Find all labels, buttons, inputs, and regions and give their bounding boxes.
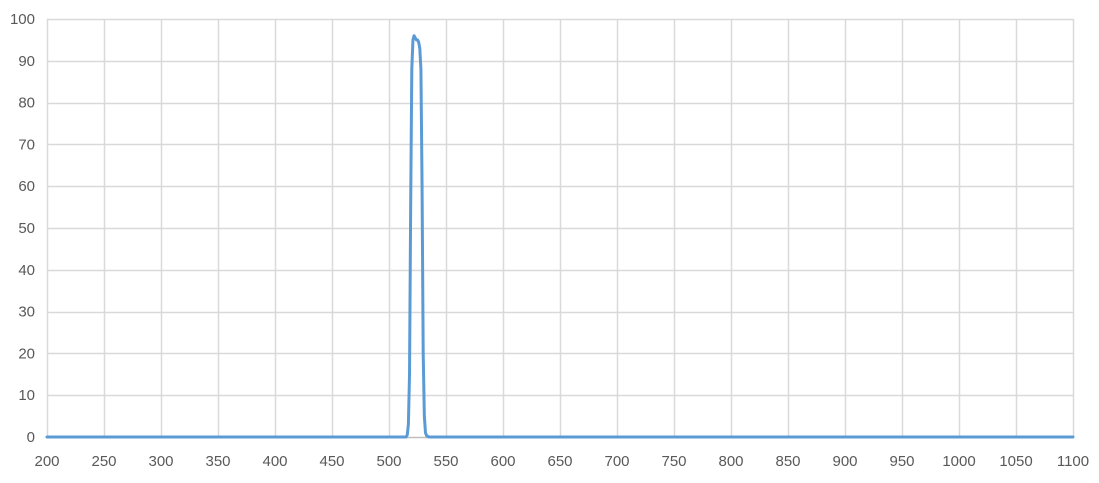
x-tick-label: 250 [91,453,116,470]
x-tick-label: 1000 [942,453,975,470]
x-tick-label: 600 [490,453,515,470]
y-tick-label: 100 [10,11,35,28]
x-tick-label: 500 [376,453,401,470]
y-tick-label: 50 [18,220,35,237]
x-tick-label: 300 [148,453,173,470]
x-tick-label: 1050 [999,453,1032,470]
x-tick-label: 200 [34,453,59,470]
x-tick-label: 450 [319,453,344,470]
x-tick-label: 700 [604,453,629,470]
x-tick-label: 1100 [1057,453,1089,470]
x-tick-label: 750 [661,453,686,470]
x-tick-label: 800 [718,453,743,470]
x-tick-label: 850 [775,453,800,470]
series-line-0 [45,34,1075,439]
x-tick-label: 550 [433,453,458,470]
x-tick-label: 650 [547,453,572,470]
grid [46,18,1075,437]
y-tick-label: 40 [18,262,35,279]
y-tick-label: 90 [18,53,35,70]
y-tick-label: 0 [27,429,35,446]
series [45,34,1075,439]
x-tick-label: 400 [262,453,287,470]
y-tick-label: 30 [18,304,35,321]
y-tick-label: 80 [18,95,35,112]
x-tick-label: 950 [889,453,914,470]
y-tick-label: 70 [18,136,35,153]
x-tick-label: 350 [205,453,230,470]
y-tick-label: 60 [18,178,35,195]
tick-labels: 0 10 20 30 40 50 60 70 80 90 100 200 250 300 350 400 450… [10,11,1089,470]
y-tick-label: 10 [18,387,35,404]
x-tick-label: 900 [832,453,857,470]
y-tick-label: 20 [18,345,35,362]
